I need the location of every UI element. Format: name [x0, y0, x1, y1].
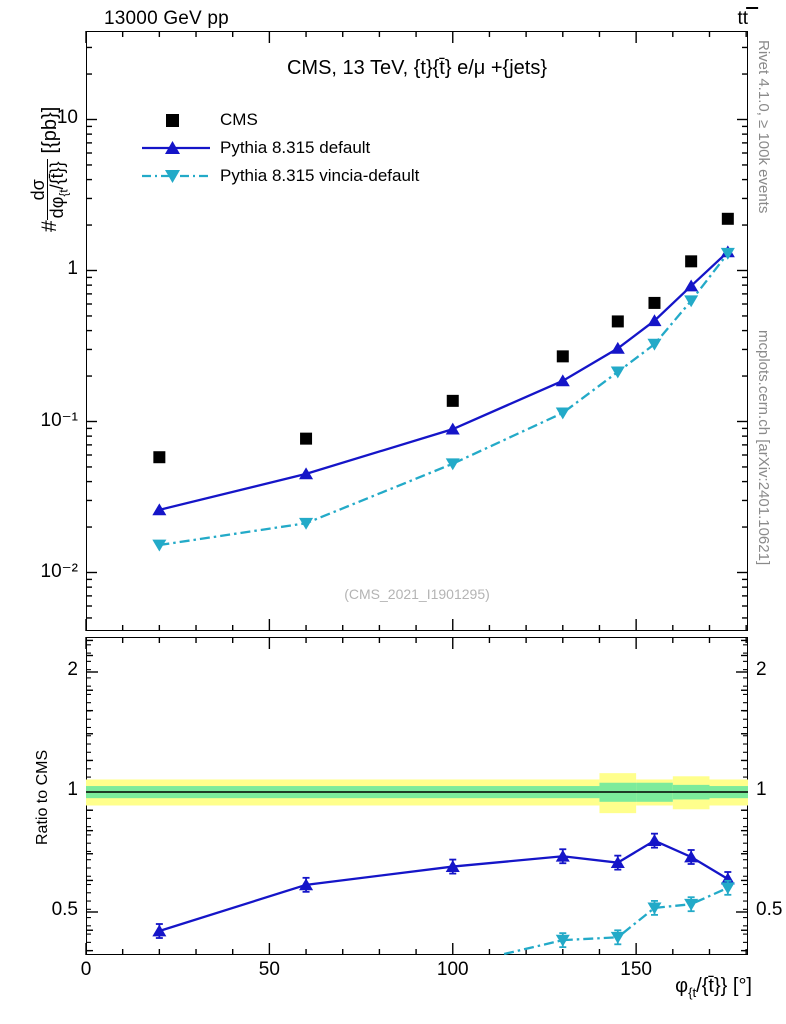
x-axis-label: φ{t/{t̄}} [°]: [675, 975, 752, 1000]
main-plot-panel: [86, 31, 748, 631]
legend-label-cms: CMS: [220, 110, 258, 129]
legend-item-pythia-default: Pythia 8.315 default: [140, 134, 419, 162]
legend-item-pythia-vincia: Pythia 8.315 vincia-default: [140, 162, 419, 190]
up-triangle-line-icon: [140, 138, 212, 158]
legend-item-cms: CMS: [140, 106, 419, 134]
legend-label-pythia-vincia: Pythia 8.315 vincia-default: [220, 166, 420, 185]
legend: CMS Pythia 8.315 default Pythia 8.315 vi…: [140, 106, 419, 190]
page-title: CMS, 13 TeV, {t}{t̄} e/μ +{jets}: [286, 57, 548, 79]
beam-energy-label: 13000 GeV pp: [104, 8, 229, 29]
analysis-id-watermark: (CMS_2021_I1901295): [344, 586, 490, 602]
square-marker-icon: [140, 110, 212, 130]
legend-label-pythia-default: Pythia 8.315 default: [220, 138, 371, 157]
down-triangle-line-icon: [140, 166, 212, 186]
